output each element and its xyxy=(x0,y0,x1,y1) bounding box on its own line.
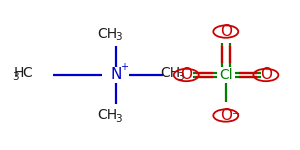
Text: 3: 3 xyxy=(12,72,19,82)
Text: 3: 3 xyxy=(115,114,122,124)
Text: +: + xyxy=(120,62,128,72)
Text: C: C xyxy=(23,66,32,80)
Text: O: O xyxy=(220,108,232,123)
Text: −: − xyxy=(232,109,240,119)
Text: O: O xyxy=(220,24,232,39)
Text: CH: CH xyxy=(98,27,118,41)
Text: CH: CH xyxy=(98,108,118,123)
Text: O: O xyxy=(260,68,272,82)
Text: CH: CH xyxy=(160,66,180,80)
Text: N: N xyxy=(110,68,122,82)
Text: 3: 3 xyxy=(177,72,184,82)
Text: Cl: Cl xyxy=(219,68,232,82)
Text: 3: 3 xyxy=(115,32,122,42)
Text: H: H xyxy=(14,66,24,80)
Text: O: O xyxy=(180,68,192,82)
